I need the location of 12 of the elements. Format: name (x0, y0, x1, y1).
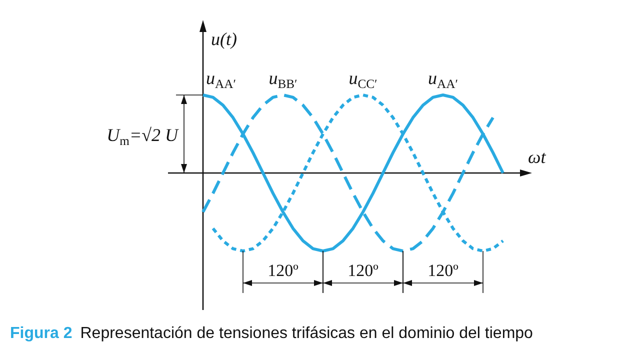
text: U$_{m}$=√2 U (106, 125, 179, 148)
text: 120º (428, 261, 458, 280)
x-axis-title: ωt (528, 147, 547, 167)
text: Representación de tensiones trifásicas en el dominio del tiempo (80, 325, 534, 342)
text: 120º (348, 261, 378, 280)
series-label: u$_{AA′}$ (206, 68, 236, 91)
series-label: u$_{CC′}$ (348, 68, 378, 91)
series-label: u$_{BB′}$ (268, 68, 298, 91)
y-axis-title: u(t) (211, 29, 237, 49)
text: Figura 2 (10, 325, 72, 342)
text: u$_{AA′}$ (428, 68, 458, 91)
text: 120º (268, 261, 298, 280)
